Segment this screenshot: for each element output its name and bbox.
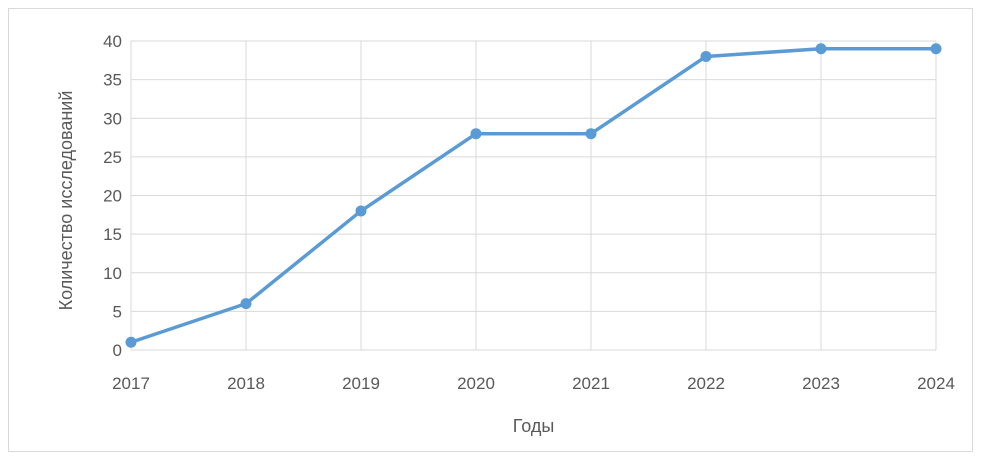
x-axis-tick-labels: 2017 2018 2019 2020 2021 2022 2023 2024 bbox=[112, 374, 955, 393]
data-point bbox=[355, 205, 367, 217]
series-layer bbox=[125, 43, 942, 348]
series-line bbox=[129, 46, 938, 345]
chart-frame bbox=[8, 8, 973, 452]
y-tick-label: 40 bbox=[103, 32, 122, 51]
data-point bbox=[470, 128, 482, 140]
data-point bbox=[700, 50, 712, 62]
y-axis-title: Количество исследований bbox=[56, 91, 76, 311]
data-point bbox=[815, 43, 827, 55]
x-tick-label: 2022 bbox=[687, 374, 725, 393]
x-tick-label: 2020 bbox=[457, 374, 495, 393]
y-tick-label: 5 bbox=[113, 302, 122, 321]
y-tick-label: 25 bbox=[103, 148, 122, 167]
y-tick-label: 15 bbox=[103, 225, 122, 244]
x-tick-label: 2024 bbox=[917, 374, 955, 393]
x-tick-label: 2021 bbox=[572, 374, 610, 393]
gridlines bbox=[130, 40, 937, 351]
x-tick-label: 2017 bbox=[112, 374, 150, 393]
y-tick-label: 0 bbox=[113, 341, 122, 360]
x-axis-title: Годы bbox=[513, 416, 555, 436]
y-axis-tick-labels: 0 5 10 15 20 25 30 35 40 bbox=[103, 32, 122, 360]
data-point bbox=[125, 336, 137, 348]
x-tick-label: 2018 bbox=[227, 374, 265, 393]
data-point bbox=[240, 298, 252, 310]
y-tick-label: 35 bbox=[103, 71, 122, 90]
y-tick-label: 10 bbox=[103, 264, 122, 283]
x-tick-label: 2023 bbox=[802, 374, 840, 393]
data-point bbox=[585, 128, 597, 140]
x-tick-label: 2019 bbox=[342, 374, 380, 393]
y-tick-label: 30 bbox=[103, 109, 122, 128]
data-point bbox=[930, 43, 942, 55]
y-tick-label: 20 bbox=[103, 187, 122, 206]
